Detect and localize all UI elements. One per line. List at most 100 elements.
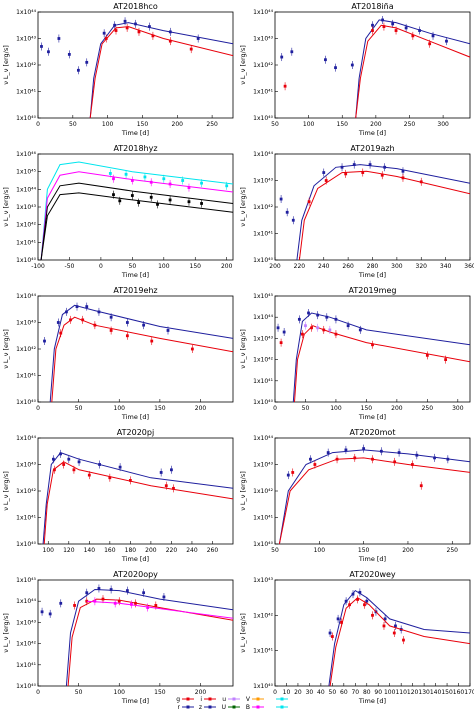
x-tick-label: 360 [464,263,474,270]
data-point [353,456,357,460]
data-point [47,50,50,54]
chart-title: AT2020pj [117,428,154,437]
data-point [415,453,419,457]
x-tick-label: 200 [402,547,414,554]
x-tick-label: 200 [370,121,382,128]
data-point [117,599,121,603]
x-tick-label: 120 [63,547,75,554]
data-point [344,172,348,176]
x-tick-label: 320 [416,263,428,270]
data-point [87,473,91,477]
y-tick-label: 1x10⁴³ [16,619,36,626]
model-curve [328,589,470,686]
plot-area [280,15,470,118]
data-point [324,58,327,62]
data-point [351,592,355,596]
x-tick-label: 240 [318,263,330,270]
data-point [154,604,158,607]
plot-area [42,449,233,544]
x-tick-label: 240 [186,547,198,554]
y-tick-label: 1x10⁴³ [253,36,273,43]
data-point [334,317,338,321]
x-tick-label: -100 [31,263,45,270]
x-tick-label: 160 [453,689,465,696]
data-point [382,25,386,28]
data-point [151,34,155,38]
plot-frame [274,153,471,261]
x-tick-label: 150 [190,263,202,270]
x-tick-label: -50 [65,263,75,270]
y-tick-label: 1x10⁴² [16,488,36,495]
y-tick-label: 1x10⁴⁰ [253,115,273,122]
plot-area [276,308,470,402]
y-axis-label: ν L_ν [erg/s] [2,329,10,369]
data-point [124,172,128,176]
y-tick-label: 1x10⁴⁰ [16,541,36,548]
data-point [93,323,97,327]
chart-title: AT2018hyz [113,144,157,153]
data-point [159,471,163,474]
data-point [85,591,89,595]
y-tick-label: 1x10⁴² [253,357,273,364]
data-point [381,18,384,22]
data-point [162,595,166,599]
data-point [365,599,369,603]
data-point [137,201,141,204]
y-tick-label: 1x10⁴¹ [16,373,36,380]
x-tick-label: 200 [145,547,157,554]
y-tick-label: 1x10⁴³ [16,320,36,327]
data-point [425,353,429,357]
data-point [146,606,150,609]
data-point [187,186,191,189]
data-point [40,610,44,614]
chart-svg: AT2018hco 1x10⁴⁰ 1x10⁴¹ 1x10⁴² 1x10⁴³ 1x10⁴⁴ 0… [2,2,234,137]
data-point [279,341,283,345]
x-tick-label: 150 [337,121,349,128]
data-point [130,602,133,606]
x-axis-label: Time [d] [358,129,386,137]
data-point [282,330,286,334]
y-tick-label: 1x10⁴⁰ [253,399,273,406]
x-tick-label: 250 [404,121,416,128]
model-curve [89,22,233,118]
x-axis-label: Time [d] [358,555,386,563]
y-tick-label: 1x10⁴³ [253,335,273,342]
x-tick-label: 150 [441,689,453,696]
model-curve [89,26,233,118]
chart-title: AT2019ehz [113,286,157,295]
x-tick-label: 100 [384,689,396,696]
data-point [402,638,405,642]
chart-svg: AT2020mot 1x10⁴⁰ 1x10⁴¹ 1x10⁴² 1x10⁴³ 1x10⁴⁴ 5… [239,428,471,563]
plot-area [279,160,470,260]
data-point [362,447,366,450]
plot-area [40,17,233,118]
x-tick-label: 160 [104,547,116,554]
data-point [109,315,113,319]
data-point [326,451,330,454]
data-point [109,588,113,591]
y-tick-label: 1x10⁴² [16,62,36,69]
x-tick-label: 50 [329,689,337,696]
x-tick-label: 250 [206,121,218,128]
x-tick-label: 200 [172,121,184,128]
x-tick-label: 100 [330,405,342,412]
y-tick-label: 1x10⁴¹ [16,515,36,522]
y-axis-label: ν L_ν [erg/s] [2,471,10,511]
plot-frame [37,579,234,687]
x-axis-label: Time [d] [121,129,149,137]
data-point [380,173,384,177]
x-tick-label: 300 [391,263,403,270]
chart-svg: AT2019azh 1x10⁴⁰ 1x10⁴¹ 1x10⁴² 1x10⁴³ 1x10⁴⁴ 2… [239,144,474,279]
data-point [170,468,173,472]
chart-title: AT2020mot [350,428,396,437]
data-point [401,176,405,180]
data-point [81,318,85,322]
x-tick-label: 100 [114,689,126,696]
data-point [200,181,203,185]
data-point [123,19,127,23]
legend-label: g [176,696,180,703]
data-point [40,45,43,48]
y-tick-label: 1x10⁴³ [16,204,36,211]
x-tick-label: 50 [75,405,83,412]
legend-label: u [222,696,226,703]
